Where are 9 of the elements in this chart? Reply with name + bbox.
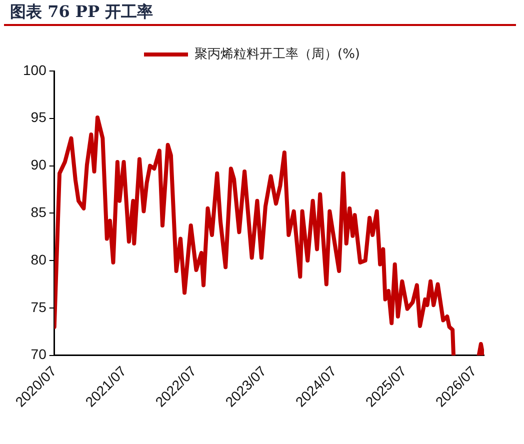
y-tick-label: 90 xyxy=(30,156,47,173)
y-tick-label: 85 xyxy=(30,204,47,220)
y-tick-label: 100 xyxy=(23,62,47,78)
y-tick-label: 75 xyxy=(30,298,47,315)
legend-label: 聚丙烯粒料开工率（周）(%) xyxy=(194,46,360,62)
y-tick-label: 95 xyxy=(30,109,47,126)
y-tick-label: 80 xyxy=(30,251,47,268)
chart-title: 图表 76 PP 开工率 xyxy=(4,0,516,26)
y-tick-label: 70 xyxy=(30,346,47,362)
